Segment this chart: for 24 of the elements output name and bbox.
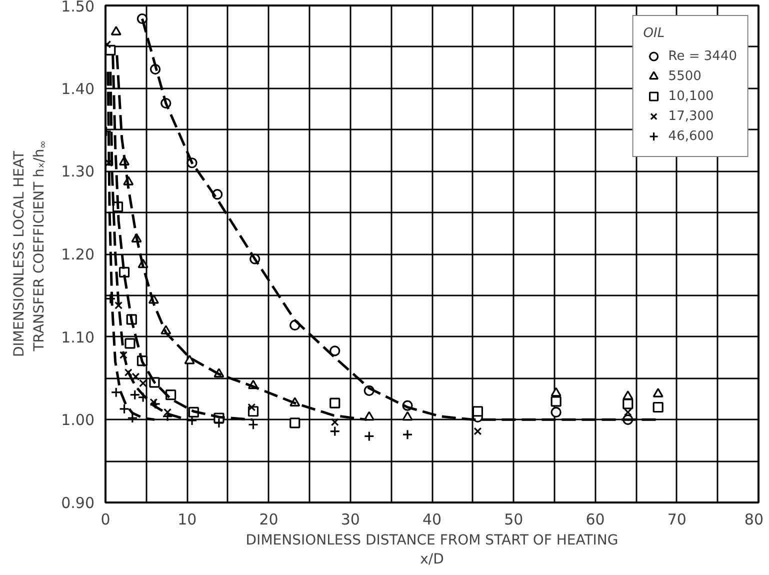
y-axis-title: DIMENSIONLESS LOCAL HEAT TRANSFER COEFFICIENT hₓ/h∞ — [12, 140, 49, 358]
x-tick-label: 50 — [504, 510, 524, 528]
legend-label: Re = 3440 — [668, 48, 737, 64]
x-tick-label: 80 — [744, 510, 764, 528]
x-tick-label: 70 — [667, 510, 686, 528]
x-tick-label: 10 — [178, 510, 197, 528]
y-tick-label: 1.30 — [61, 162, 95, 181]
legend-label: 46,600 — [668, 128, 714, 144]
legend-title: OIL — [643, 26, 666, 41]
x-axis-title: DIMENSIONLESS DISTANCE FROM START OF HEATING x/D — [246, 532, 618, 568]
x-tick-label: 20 — [259, 510, 278, 528]
y-tick-label: 1.10 — [61, 328, 95, 346]
legend-label: 17,300 — [668, 108, 714, 124]
legend-label: 5500 — [668, 68, 702, 84]
legend-label: 10,100 — [668, 88, 714, 104]
x-tick-label: 40 — [422, 510, 442, 528]
y-tick-label: 1.20 — [61, 246, 95, 264]
y-tick-label: 1.00 — [61, 411, 95, 430]
y-tick-label: 1.40 — [61, 80, 95, 98]
x-tick-label: 0 — [100, 510, 110, 528]
y-tick-label: 0.90 — [61, 494, 95, 512]
x-tick-label: 30 — [340, 510, 360, 528]
y-tick-label: 1.50 — [61, 0, 95, 16]
x-tick-label: 60 — [586, 510, 605, 528]
